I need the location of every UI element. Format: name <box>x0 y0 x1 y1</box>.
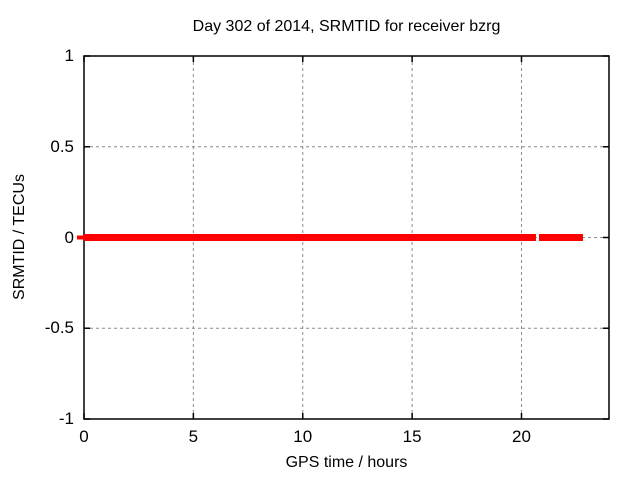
y-tick-label: -0.5 <box>44 318 74 338</box>
y-tick-label: -1 <box>58 409 74 428</box>
y-tick-label: 1 <box>64 46 74 65</box>
series-segment <box>84 234 536 241</box>
x-tick-label: 10 <box>293 427 313 446</box>
y-tick-label: 0 <box>64 227 74 247</box>
x-axis-label: GPS time / hours <box>285 454 408 471</box>
chart-title: Day 302 of 2014, SRMTID for receiver bzr… <box>192 18 501 35</box>
x-tick-label: 15 <box>402 427 422 446</box>
series-edge-artifact <box>77 235 84 240</box>
x-tick-label: 0 <box>79 427 89 446</box>
x-tick-label: 20 <box>512 427 531 446</box>
y-tick-label: 0.5 <box>50 136 74 156</box>
series-segment <box>539 234 583 241</box>
x-tick-label: 5 <box>188 427 199 446</box>
